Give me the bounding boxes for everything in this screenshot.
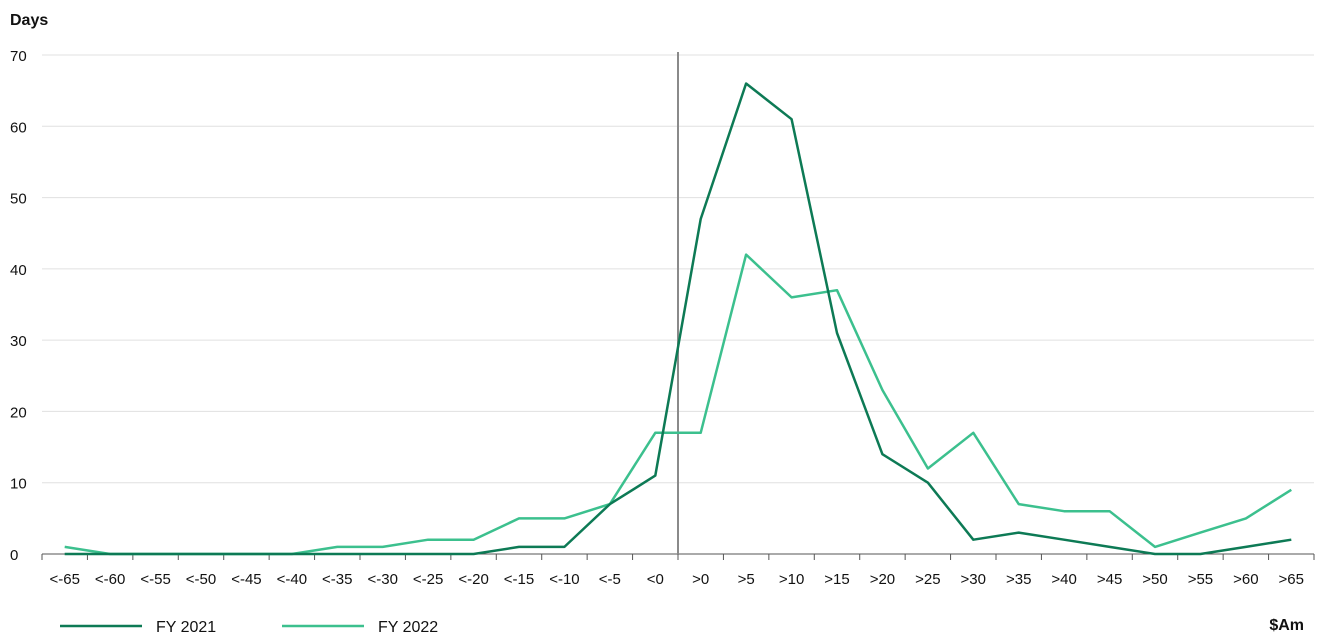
x-tick-label: <-45 [231, 571, 261, 588]
y-tick-label: 40 [10, 262, 27, 279]
x-tick-label: >65 [1279, 571, 1304, 588]
y-tick-label: 50 [10, 191, 27, 208]
x-tick-label: <-20 [458, 571, 488, 588]
x-tick-label: <-40 [277, 571, 307, 588]
x-tick-label: <-5 [599, 571, 621, 588]
x-tick-label: >0 [692, 571, 709, 588]
x-tick-label: <-60 [95, 571, 125, 588]
x-tick-label: <-25 [413, 571, 443, 588]
x-tick-label: >15 [824, 571, 849, 588]
series-line-fy-2021 [64, 82, 1292, 556]
x-tick-label: >10 [779, 571, 804, 588]
x-tick-label: >30 [961, 571, 986, 588]
y-axis-title: Days [10, 12, 48, 29]
legend-label: FY 2022 [378, 619, 438, 634]
x-tick-label: <0 [647, 571, 664, 588]
x-tick-label: >25 [915, 571, 940, 588]
legend: FY 2021 FY 2022 [60, 619, 438, 634]
legend-label: FY 2021 [156, 619, 216, 634]
x-tick-labels: <-65 <-60 <-55 <-50 <-45 <-40 <-35 <-30 <-25 <-20… [41, 554, 1315, 588]
x-tick-label: >55 [1188, 571, 1213, 588]
x-tick-label: <-50 [186, 571, 216, 588]
x-tick-label: >35 [1006, 571, 1031, 588]
x-tick-label: <-55 [140, 571, 170, 588]
x-tick-label: >20 [870, 571, 895, 588]
x-tick-label: <-10 [549, 571, 579, 588]
x-tick-label: >60 [1233, 571, 1258, 588]
y-tick-label: 70 [10, 48, 27, 65]
y-tick-label: 60 [10, 119, 27, 136]
x-tick-label: <-30 [367, 571, 397, 588]
x-axis-title: $Am [1269, 617, 1304, 634]
x-tick-label: <-15 [504, 571, 534, 588]
y-tick-label: 20 [10, 404, 27, 421]
y-tick-label: 30 [10, 333, 27, 350]
series-lines [64, 82, 1292, 556]
x-tick-label: >50 [1142, 571, 1167, 588]
x-tick-label: >5 [738, 571, 755, 588]
x-tick-label: >45 [1097, 571, 1122, 588]
x-tick-label: <-35 [322, 571, 352, 588]
x-tick-label: <-65 [49, 571, 79, 588]
x-tick-label: >40 [1051, 571, 1076, 588]
y-tick-label: 0 [10, 547, 18, 564]
y-tick-labels: 0 10 20 30 40 50 60 70 [10, 48, 27, 564]
y-tick-label: 10 [10, 476, 27, 493]
